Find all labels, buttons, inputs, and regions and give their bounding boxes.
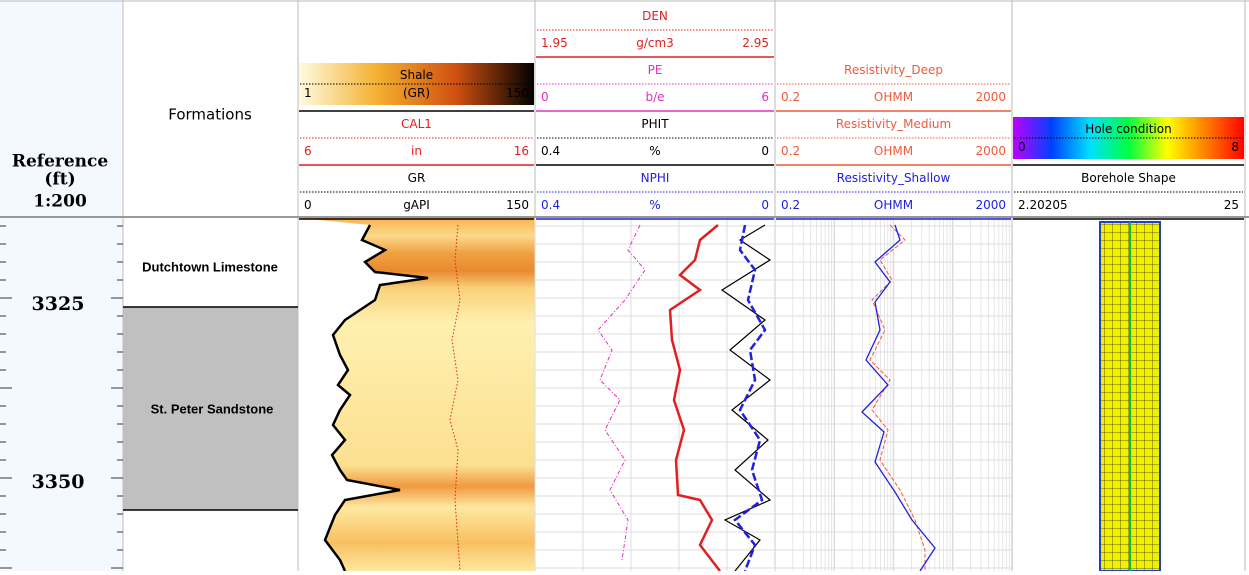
curve-name: CAL1 — [401, 117, 432, 131]
curve-name: Borehole Shape — [1081, 171, 1176, 185]
formation-zone — [123, 307, 298, 510]
scale-right: 150 — [506, 86, 529, 100]
scale-unit: (GR) — [403, 86, 430, 100]
den-track — [534, 218, 776, 572]
scale-left: 0.2 — [781, 198, 800, 212]
scale-right: 0 — [761, 198, 769, 212]
scale-right: 2.95 — [742, 36, 769, 50]
curve-name: Resistivity_Deep — [844, 63, 943, 77]
borehole-track — [1099, 221, 1161, 572]
gr-track — [299, 218, 535, 572]
scale-left: 0 — [1018, 140, 1026, 154]
scale-unit: b/e — [645, 90, 664, 104]
curve-name: Hole condition — [1085, 122, 1171, 136]
scale-left: 2.20205 — [1018, 198, 1068, 212]
curve-name: NPHI — [641, 171, 670, 185]
scale-unit: OHMM — [874, 198, 913, 212]
scale-left: 0.2 — [781, 144, 800, 158]
depth-label: 3350 — [32, 471, 85, 493]
depth-label: 3325 — [32, 293, 85, 315]
scale-right: 8 — [1231, 140, 1239, 154]
scale-unit: in — [411, 144, 422, 158]
formation-label: St. Peter Sandstone — [151, 401, 274, 416]
scale-left: 0 — [304, 198, 312, 212]
depth-title: Reference — [12, 152, 109, 172]
scale-left: 0.2 — [781, 90, 800, 104]
curve-name: Resistivity_Medium — [836, 117, 951, 131]
scale-left: 0.4 — [541, 198, 560, 212]
scale-right: 2000 — [975, 198, 1006, 212]
scale-unit: OHMM — [874, 90, 913, 104]
scale-right: 0 — [761, 144, 769, 158]
res-track — [774, 218, 1012, 572]
curve-name: DEN — [642, 9, 668, 23]
scale-right: 2000 — [975, 144, 1006, 158]
scale-unit: % — [649, 198, 660, 212]
curve-name: GR — [408, 171, 426, 185]
depth-scale: 1:200 — [33, 192, 87, 212]
formation-boundaries — [123, 306, 298, 511]
scale-right: 150 — [506, 198, 529, 212]
scale-left: 0 — [541, 90, 549, 104]
scale-unit: gAPI — [403, 198, 430, 212]
scale-right: 6 — [761, 90, 769, 104]
scale-unit: g/cm3 — [636, 36, 674, 50]
curve-name: PHIT — [641, 117, 669, 131]
scale-left: 1 — [304, 86, 312, 100]
formation-label: Dutchtown Limestone — [142, 259, 278, 274]
depth-ticks — [0, 225, 123, 569]
curve-name: Shale — [400, 68, 433, 82]
color-bar — [299, 63, 534, 105]
depth-unit: (ft) — [44, 170, 75, 190]
curve-name: Resistivity_Shallow — [837, 171, 951, 185]
scale-left: 0.4 — [541, 144, 560, 158]
formations-title: Formations — [168, 106, 252, 124]
scale-left: 1.95 — [541, 36, 568, 50]
scale-unit: OHMM — [874, 144, 913, 158]
scale-unit: % — [649, 144, 660, 158]
scale-right: 16 — [514, 144, 529, 158]
curve-name: PE — [648, 63, 663, 77]
scale-left: 6 — [304, 144, 312, 158]
depth-background — [0, 0, 123, 571]
scale-right: 25 — [1224, 198, 1239, 212]
scale-right: 2000 — [975, 90, 1006, 104]
